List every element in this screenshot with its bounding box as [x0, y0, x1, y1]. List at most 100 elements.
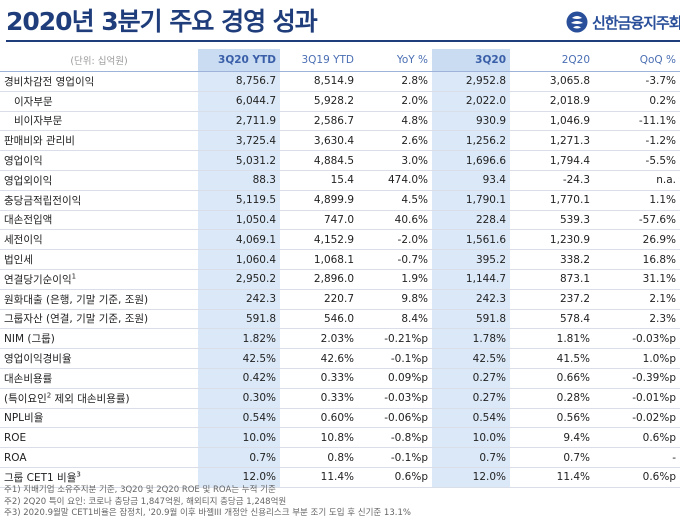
table-cell: 338.2	[510, 249, 594, 270]
table-cell: 16.8%	[594, 249, 680, 270]
table-cell: 1.0%p	[594, 348, 680, 369]
table-cell: -0.01%p	[594, 388, 680, 409]
col-header-3q19-ytd: 3Q19 YTD	[280, 49, 358, 72]
table-cell: -1.2%	[594, 130, 680, 152]
table-cell: 0.2%	[594, 91, 680, 112]
row-label: 이자부문	[0, 91, 198, 112]
row-label: 경비차감전 영업이익	[0, 71, 198, 92]
table-cell: 0.09%p	[358, 368, 432, 389]
company-name: 신한금융지주회사	[592, 13, 680, 32]
table-cell: 0.28%	[510, 388, 594, 409]
table-cell: 42.5%	[432, 348, 510, 369]
table-cell: 0.54%	[432, 408, 510, 429]
table-cell: 0.33%	[280, 368, 358, 389]
row-label: ROE	[0, 427, 198, 449]
table-cell: 1,060.4	[198, 249, 280, 270]
row-label: 법인세	[0, 249, 198, 270]
table-cell: -0.1%p	[358, 348, 432, 369]
table-cell: 1.82%	[198, 328, 280, 350]
footnotes: 주1) 지배기업 소유주지분 기준, 3Q20 및 2Q20 ROE 및 ROA…	[4, 485, 411, 520]
table-row: NPL비율 0.54% 0.60% -0.06%p 0.54% 0.56% -0.02%p	[0, 408, 680, 429]
col-header-3q20: 3Q20	[432, 49, 510, 72]
table-cell: n.a.	[594, 170, 680, 191]
table-cell: 546.0	[280, 309, 358, 330]
table-cell: 10.0%	[432, 427, 510, 449]
row-label: 세전이익	[0, 229, 198, 251]
table-cell: -0.8%p	[358, 427, 432, 449]
table-cell: 0.33%	[280, 388, 358, 409]
col-header-yoy: YoY %	[358, 49, 432, 72]
table-row: 법인세 1,060.4 1,068.1 -0.7% 395.2 338.2 16.8%	[0, 249, 680, 270]
table-cell: 1.1%	[594, 190, 680, 211]
table-cell: 578.4	[510, 309, 594, 330]
table-row: ROA 0.7% 0.8% -0.1%p 0.7% 0.7% -	[0, 447, 680, 468]
table-cell: 26.9%	[594, 229, 680, 251]
table-cell: -2.0%	[358, 229, 432, 251]
table-cell: -	[594, 447, 680, 468]
table-cell: 2,018.9	[510, 91, 594, 112]
table-cell: 4,899.9	[280, 190, 358, 211]
table-row: 영업이익경비율 42.5% 42.6% -0.1%p 42.5% 41.5% 1.0%p	[0, 348, 680, 369]
table-cell: 591.8	[432, 309, 510, 330]
table-row: 경비차감전 영업이익 8,756.7 8,514.9 2.8% 2,952.8 3,065…	[0, 71, 680, 92]
table-cell: 539.3	[510, 210, 594, 231]
table-cell: 1,230.9	[510, 229, 594, 251]
table-row: 그룹자산 (연결, 기말 기준, 조원) 591.8 546.0 8.4% 591.8 5…	[0, 309, 680, 330]
table-cell: 4.8%	[358, 111, 432, 132]
table-cell: 12.0%	[198, 467, 280, 488]
table-row: 판매비와 관리비 3,725.4 3,630.4 2.6% 1,256.2 1,271.3…	[0, 130, 680, 152]
table-cell: 4.5%	[358, 190, 432, 211]
table-cell: -11.1%	[594, 111, 680, 132]
table-cell: 2,950.2	[198, 269, 280, 290]
table-cell: 242.3	[432, 289, 510, 310]
table-cell: -0.39%p	[594, 368, 680, 389]
row-label: 충당금적립전이익	[0, 190, 198, 211]
table-cell: 11.4%	[510, 467, 594, 488]
table-cell: 395.2	[432, 249, 510, 270]
table-cell: 8.4%	[358, 309, 432, 330]
table-cell: 1,794.4	[510, 150, 594, 171]
row-label: 원화대출 (은행, 기말 기준, 조원)	[0, 289, 198, 310]
footnote-3: 주3) 2020.9월말 CET1비율은 잠정치, '20.9월 이후 바젤II…	[4, 508, 411, 518]
row-label: 대손비용률	[0, 368, 198, 389]
title-divider	[6, 40, 680, 42]
table-cell: 2,586.7	[280, 111, 358, 132]
table-body: 경비차감전 영업이익 8,756.7 8,514.9 2.8% 2,952.8 3,065…	[0, 71, 680, 488]
table-cell: 1,696.6	[432, 150, 510, 171]
table-cell: 0.54%	[198, 408, 280, 429]
company-logo: 신한금융지주회사	[566, 11, 680, 33]
row-label: 판매비와 관리비	[0, 130, 198, 152]
table-cell: 2.8%	[358, 71, 432, 92]
table-cell: -0.06%p	[358, 408, 432, 429]
table-cell: 228.4	[432, 210, 510, 231]
table-cell: -3.7%	[594, 71, 680, 92]
table-cell: 2.03%	[280, 328, 358, 350]
table-cell: 10.8%	[280, 427, 358, 449]
table-cell: 1.78%	[432, 328, 510, 350]
table-row: 이자부문 6,044.7 5,928.2 2.0% 2,022.0 2,018.9 0.2%	[0, 91, 680, 112]
table-row: 대손비용률 0.42% 0.33% 0.09%p 0.27% 0.66% -0.39%p	[0, 368, 680, 389]
table-cell: 93.4	[432, 170, 510, 191]
table-cell: 0.27%	[432, 388, 510, 409]
table-cell: -57.6%	[594, 210, 680, 231]
table-cell: -0.02%p	[594, 408, 680, 429]
table-row: 비이자부문 2,711.9 2,586.7 4.8% 930.9 1,046.9 -11.1…	[0, 111, 680, 132]
row-label: ROA	[0, 447, 198, 468]
table-cell: -0.7%	[358, 249, 432, 270]
table-row: 원화대출 (은행, 기말 기준, 조원) 242.3 220.7 9.8% 242.3 2…	[0, 289, 680, 310]
table-cell: -0.03%p	[594, 328, 680, 350]
table-cell: 2.1%	[594, 289, 680, 310]
table-cell: 0.7%	[198, 447, 280, 468]
table-cell: 4,152.9	[280, 229, 358, 251]
table-cell: -0.03%p	[358, 388, 432, 409]
col-header-2q20: 2Q20	[510, 49, 594, 72]
table-cell: 10.0%	[198, 427, 280, 449]
row-label: 영업외이익	[0, 170, 198, 191]
row-label: NPL비율	[0, 408, 198, 429]
table-cell: 0.7%	[432, 447, 510, 468]
table-cell: 1,561.6	[432, 229, 510, 251]
table-cell: 2,952.8	[432, 71, 510, 92]
table-cell: 1,144.7	[432, 269, 510, 290]
page-title: 2020년 3분기 주요 경영 성과	[6, 7, 318, 36]
unit-header: (단위: 십억원)	[0, 49, 198, 72]
